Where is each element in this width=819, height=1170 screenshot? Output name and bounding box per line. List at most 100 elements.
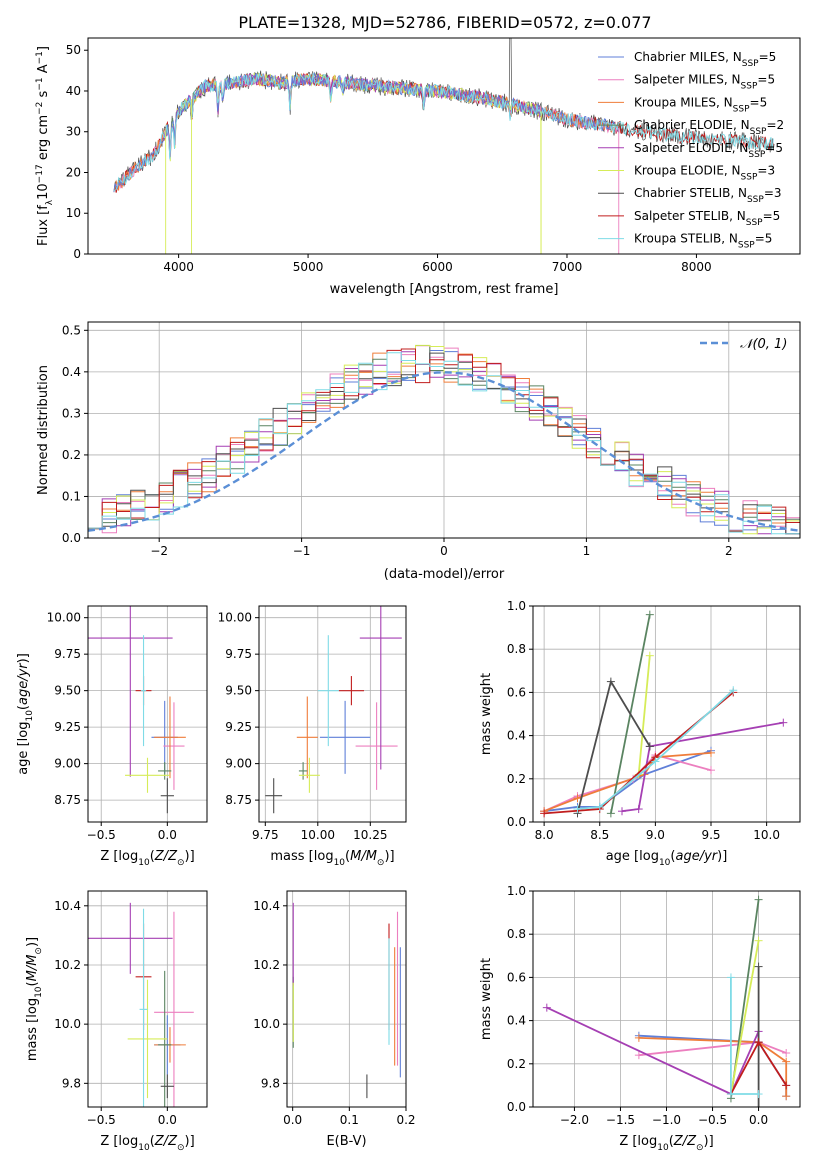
x-axis-label: wavelength [Angstrom, rest frame] [330, 282, 559, 297]
residuals-panel: −2 −1 0 1 2 0.0 0.1 0.2 0.3 0.4 0.5 (data-model)/er… [36, 321, 801, 582]
weight-marker [754, 895, 763, 904]
legend-label: Kroupa MILES, NSSP=5 [634, 95, 767, 114]
y-axis-label: Normed distribution [36, 365, 51, 495]
y-tick-label: 0.0 [62, 531, 81, 545]
y-tick-label: 0.4 [62, 365, 81, 379]
x-tick-label: 0.2 [396, 1113, 415, 1127]
error-bar [298, 757, 320, 793]
plot-area [88, 606, 186, 814]
x-axis-label: E(B-V) [326, 1134, 366, 1149]
y-tick-label: 50 [66, 43, 81, 57]
y-tick-label: 0.2 [507, 772, 526, 786]
weight-marker [707, 766, 715, 775]
y-tick-label: 9.75 [225, 647, 252, 661]
y-tick-label: 10.00 [47, 611, 81, 625]
error-bar [154, 911, 194, 1107]
x-axis-label: Z [log10(Z/Z⊙)] [619, 1134, 713, 1153]
axes-border [258, 605, 407, 823]
spectrum-line [113, 73, 774, 192]
weight-marker [645, 610, 654, 619]
y-tick-label: 9.00 [54, 757, 81, 771]
legend-label: Salpeter STELIB, NSSP=5 [634, 209, 780, 228]
y-tick-label: 8.75 [54, 793, 81, 807]
weight-marker [729, 686, 738, 695]
error-bar [317, 635, 339, 747]
plot-area [540, 610, 788, 818]
x-axis-label: mass [log10(M/M⊙)] [270, 849, 394, 868]
y-tick-label: 9.50 [225, 684, 252, 698]
x-tick-label: 0.0 [283, 1113, 302, 1127]
normal-curve [88, 371, 800, 532]
legend-label: Salpeter MILES, NSSP=5 [634, 73, 775, 92]
figure-title: PLATE=1328, MJD=52786, FIBERID=0572, z=0… [238, 13, 651, 32]
weight-marker [707, 748, 715, 757]
x-tick-label: −2 [150, 544, 168, 558]
y-axis-label: age [log10(age/yr)] [16, 653, 35, 775]
error-bar [88, 902, 173, 974]
age-vs-metallicity-panel: −0.5 0.0 8.75 9.00 9.25 9.50 9.75 10.00 Z [log10… [16, 605, 208, 868]
mass-vs-ebv-panel: 0.0 0.1 0.2 9.8 10.0 10.2 10.4 E(B-V) [253, 890, 416, 1149]
weight-vs-metallicity-panel: −2.0 −1.5 −1.0 −0.5 0.0 0.0 0.2 0.4 0.6 0.8 1.0 Z [… [479, 884, 801, 1153]
error-bar [139, 908, 148, 1107]
y-tick-label: 30 [66, 125, 81, 139]
y-axis-label: Flux [fλ10−17 erg cm−2 s−1 A−1] [35, 46, 55, 246]
x-tick-label: 4000 [163, 260, 194, 274]
error-bar [140, 635, 147, 747]
error-bar [125, 757, 170, 793]
x-tick-label: 0.0 [749, 1113, 768, 1127]
error-bar [319, 700, 371, 774]
y-tick-label: 0.8 [507, 927, 526, 941]
error-bar [296, 696, 318, 779]
y-tick-label: 9.00 [225, 757, 252, 771]
y-tick-label: 10.2 [54, 958, 81, 972]
weight-marker [651, 757, 660, 766]
plot-area [265, 606, 402, 814]
y-tick-label: 0.8 [507, 642, 526, 656]
y-tick-label: 10.00 [218, 611, 252, 625]
x-axis-label: Z [log10(Z/Z⊙)] [100, 849, 194, 868]
legend-label: 𝒩(0, 1) [740, 337, 787, 352]
y-tick-label: 10.0 [54, 1017, 81, 1031]
plot-area [113, 38, 775, 254]
axes-border [532, 605, 801, 823]
y-tick-label: 0.3 [62, 406, 81, 420]
y-tick-label: 20 [66, 165, 81, 179]
y-tick-label: 1.0 [507, 599, 526, 613]
y-tick-label: 10.4 [54, 899, 81, 913]
y-tick-label: 10.4 [253, 899, 280, 913]
plot-area [88, 902, 194, 1107]
error-bar [265, 778, 283, 814]
x-tick-label: 10.0 [753, 828, 780, 842]
x-tick-label: 0.0 [158, 1113, 177, 1127]
y-tick-label: 0.2 [507, 1057, 526, 1071]
y-tick-label: 10 [66, 206, 81, 220]
axes-border [87, 890, 208, 1108]
x-axis-label: age [log10(age/yr)] [606, 849, 728, 868]
x-tick-label: 2 [725, 544, 733, 558]
axes-border [87, 605, 208, 823]
weight-vs-age-panel: 8.0 8.5 9.0 9.5 10.0 0.0 0.2 0.4 0.6 0.8 1.0 age [l… [479, 599, 801, 868]
weight-marker [606, 677, 615, 686]
weight-marker [618, 807, 626, 816]
error-bar [359, 606, 402, 770]
weight-marker [779, 718, 788, 727]
x-tick-label: 6000 [422, 260, 453, 274]
axes-border [87, 37, 801, 255]
error-bar [127, 979, 168, 1099]
y-tick-label: 10.2 [253, 958, 280, 972]
weight-marker [726, 973, 735, 982]
x-tick-label: 0.1 [340, 1113, 359, 1127]
y-axis-label: mass weight [479, 958, 494, 1040]
spectrum-line [113, 71, 619, 193]
age-vs-mass-panel: 9.75 10.00 10.25 8.75 9.00 9.25 9.50 9.75 10.00 m… [218, 605, 407, 868]
y-tick-label: 0.0 [507, 1100, 526, 1114]
legend: Chabrier MILES, NSSP=5 Salpeter MILES, NS… [598, 50, 784, 251]
x-tick-label: 9.0 [646, 828, 665, 842]
x-tick-label: −1.5 [606, 1113, 635, 1127]
axes-frame: −0.5 0.0 8.75 9.00 9.25 9.50 9.75 10.00 [47, 605, 208, 842]
x-tick-label: 8.5 [590, 828, 609, 842]
y-tick-label: 9.25 [225, 720, 252, 734]
weight-line [577, 689, 734, 810]
weight-marker [595, 802, 604, 811]
y-tick-label: 0.2 [62, 448, 81, 462]
